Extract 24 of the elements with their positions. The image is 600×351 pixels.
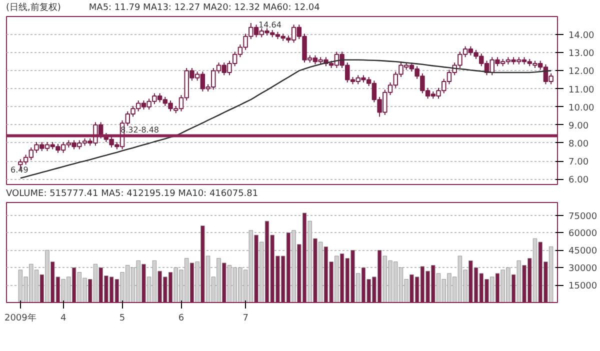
chart-title: (日线,前复权) [6,3,61,13]
y-tick-label: 75000 [568,212,598,222]
x-tick-label: 2009年 [4,312,36,324]
y-tick-label: 6.00 [568,176,589,186]
y-tick-label: 10.00 [568,103,595,114]
chart-title: VOLUME: 515777.41 MA5: 412195.19 MA10: 416075.81 [6,189,258,199]
annotation: 6.49 [10,166,28,174]
y-tick-label: 15000 [568,282,598,292]
x-tick-label: 5 [119,314,126,324]
y-tick-label: 60000 [568,229,598,240]
y-tick-label: 13.00 [568,49,595,60]
x-tick-label: 7 [242,314,248,324]
x-tick-label: 6 [178,314,184,324]
text: MA5: 11.79 MA13: 12.27 MA20: 12.32 MA60: 12.04 [88,3,320,13]
annotation: 14.64 [258,20,282,30]
y-tick-label: 11.00 [568,85,595,96]
y-tick-label: 8.00 [568,139,589,150]
x-tick-label: 4 [60,314,66,324]
y-tick-label: 9.00 [568,121,589,132]
y-tick-label: 30000 [568,264,598,274]
y-tick-label: 14.00 [568,31,595,42]
y-tick-label: 12.00 [568,67,595,78]
y-tick-label: 7.00 [568,158,589,168]
y-tick-label: 45000 [568,246,598,257]
